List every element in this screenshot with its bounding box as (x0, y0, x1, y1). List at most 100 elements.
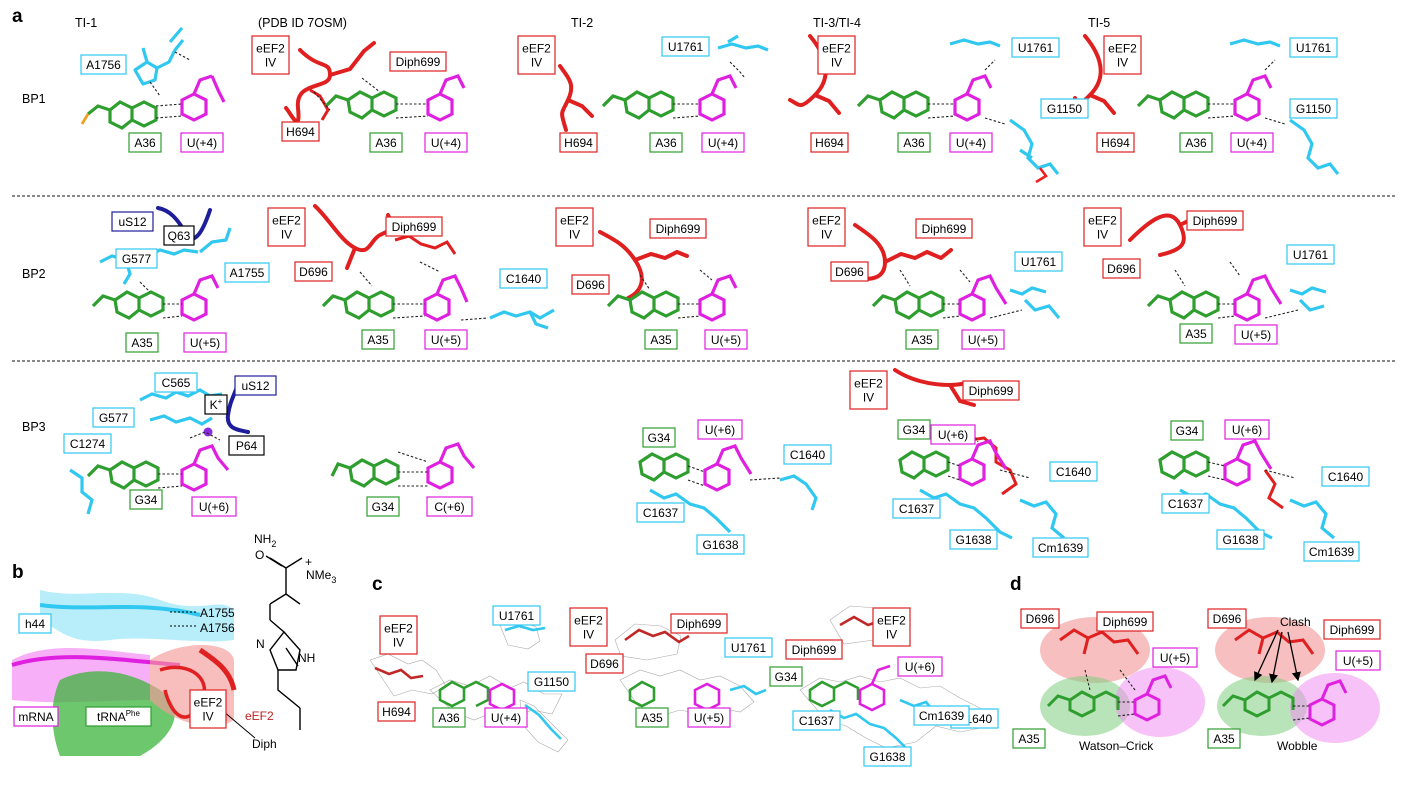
label-text: H694 (1101, 136, 1130, 150)
label-q63: Q63 (163, 225, 195, 246)
label-text: IV (1097, 228, 1108, 242)
panel-c-density-2 (614, 623, 767, 717)
label-c1637: C1637 (892, 498, 941, 519)
label-a1755-b: A1755 (200, 606, 235, 620)
label-text: IV (281, 228, 292, 242)
label-text: A1756 (86, 58, 121, 72)
label-text: Cm1639 (1309, 545, 1355, 559)
label-text: G1150 (1296, 102, 1331, 116)
label-text: K+ (210, 397, 223, 412)
label-text: H694 (382, 705, 411, 719)
label-g1150: G1150 (1040, 98, 1089, 119)
label-text: G577 (99, 411, 129, 425)
label-a35: A35 (361, 329, 395, 350)
row-title-bp1: BP1 (22, 92, 46, 106)
label-text: U1761 (731, 641, 767, 655)
label-h694: H694 (377, 701, 416, 722)
label-g1638: G1638 (949, 529, 998, 550)
label-h44: h44 (18, 613, 52, 634)
label-text: A36 (903, 136, 925, 150)
label-text: U1761 (499, 609, 535, 623)
label-u1761: U1761 (1011, 37, 1060, 58)
label-text: C1640 (1056, 465, 1092, 479)
panel-letter-b: b (12, 562, 24, 583)
label-text: G1638 (955, 533, 991, 547)
label-text: U1761 (1296, 41, 1332, 55)
label-text: C1640 (790, 448, 826, 462)
label-u5: U(+5) (961, 329, 1005, 350)
panel-d-caption-wobble: Wobble (1277, 739, 1318, 753)
label-text: D696 (1026, 612, 1055, 626)
label-u1761: U1761 (661, 36, 710, 57)
label-text: A36 (438, 711, 460, 725)
label-u5: U(+5) (687, 707, 731, 728)
label-us12: uS12 (234, 375, 277, 396)
label-text: U(+5) (190, 336, 220, 350)
bp3-7osm-structure (330, 442, 476, 490)
bp1-ti5-structure (1073, 34, 1340, 175)
label-text: U(+5) (968, 333, 998, 347)
label-text: U(+5) (1241, 328, 1271, 342)
label-text: IV (1117, 56, 1128, 70)
label-text: D696 (835, 265, 864, 279)
label-text: A35 (1213, 732, 1235, 746)
label-text: U(+4) (431, 136, 461, 150)
label-cm1639: Cm1639 (913, 705, 970, 726)
label-text: h44 (25, 617, 45, 631)
panel-c-density-3 (799, 605, 981, 753)
label-a36: A36 (649, 132, 683, 153)
label-u5: U(+5) (1152, 647, 1198, 668)
label-p64: P64 (228, 435, 265, 456)
label-text: C1640 (506, 272, 542, 286)
label-text: H694 (286, 125, 315, 139)
label-mrna: mRNA (13, 706, 59, 727)
label-text: A36 (1185, 136, 1207, 150)
label-u4: U(+4) (701, 132, 745, 153)
label-text: U(+4) (1237, 136, 1267, 150)
label-text: A1755 (230, 266, 265, 280)
label-text: Cm1639 (1038, 541, 1084, 555)
label-u1761: U1761 (1014, 251, 1063, 272)
label-u4: U(+4) (949, 132, 993, 153)
label-us12: uS12 (111, 211, 154, 232)
label-u4: U(+4) (1230, 132, 1274, 153)
label-d696: D696 (1102, 258, 1141, 279)
label-text: Diph699 (677, 617, 722, 631)
panel-d-clash-label: Clash (1280, 615, 1311, 629)
label-d696: D696 (830, 261, 869, 282)
label-text: eEF2 (272, 214, 301, 228)
diphthamide-eef2-label: eEF2 (245, 709, 274, 723)
label-g34: G34 (642, 427, 676, 448)
label-c1637: C1637 (792, 710, 841, 731)
label-k-plus: K+ (204, 394, 228, 415)
label-diph699: Diph699 (1323, 619, 1381, 640)
bp3-ti2-structure (638, 444, 818, 534)
label-u4: U(+4) (180, 132, 224, 153)
label-text: IV (886, 628, 897, 642)
label-c1640: C1640 (499, 268, 548, 289)
label-c1640: C1640 (1321, 466, 1370, 487)
label-c1640: C1640 (783, 444, 832, 465)
label-u6: U(+6) (897, 656, 943, 677)
label-text: G1638 (1222, 533, 1258, 547)
label-text: D696 (1107, 262, 1136, 276)
label-text: G34 (648, 431, 671, 445)
label-g34: G34 (366, 496, 400, 517)
label-a35: A35 (644, 329, 678, 350)
label-text: C1637 (1168, 497, 1204, 511)
label-text: IV (202, 710, 213, 724)
label-text: U1761 (1018, 41, 1054, 55)
label-c565: C565 (154, 372, 198, 393)
label-text: U(+6) (1232, 423, 1262, 437)
label-text: eEF2 (256, 42, 285, 56)
label-text: IV (821, 228, 832, 242)
label-d696: D696 (1207, 608, 1247, 629)
